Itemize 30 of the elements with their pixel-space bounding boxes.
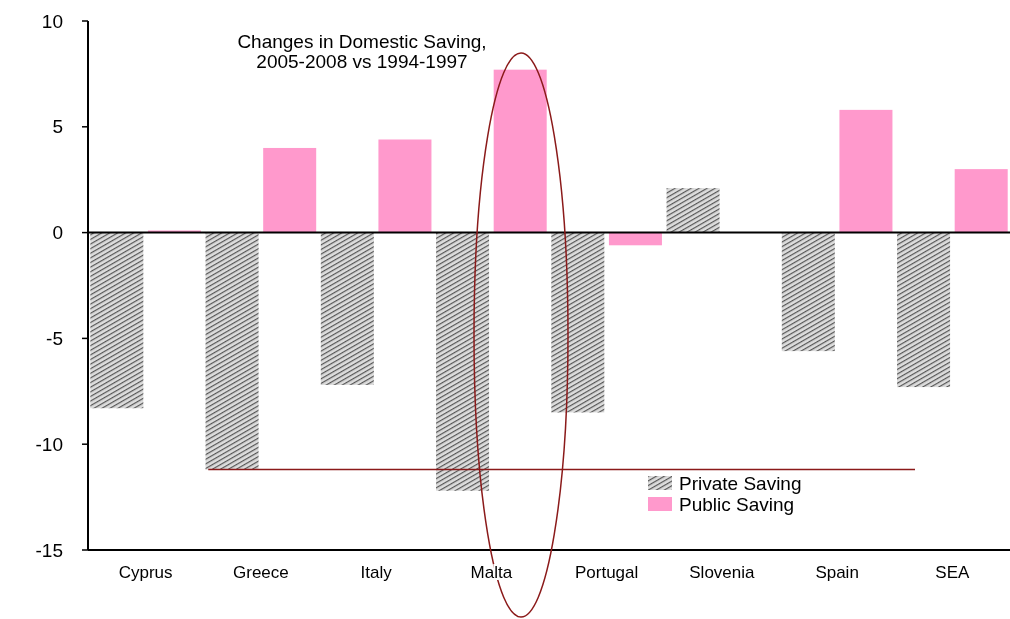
bar: [90, 232, 144, 409]
bar: [147, 230, 201, 233]
x-tick-label: SEA: [935, 563, 971, 582]
y-tick-label: -10: [35, 433, 63, 455]
bar: [954, 169, 1008, 233]
x-tick-label: Slovenia: [689, 563, 756, 582]
y-tick-label: -5: [46, 328, 63, 350]
bar: [839, 109, 893, 233]
bar: [781, 232, 835, 352]
y-tick-label: 0: [52, 222, 63, 244]
legend-label: Public Saving: [679, 493, 795, 515]
bar: [493, 69, 547, 233]
bar: [205, 232, 259, 470]
y-tick-label: 10: [41, 10, 63, 32]
y-tick-label: -15: [35, 539, 63, 561]
bar: [897, 232, 951, 388]
x-tick-label: Greece: [233, 563, 289, 582]
bar: [263, 147, 317, 233]
y-tick-label: 5: [52, 116, 63, 138]
bar: [378, 139, 432, 233]
x-tick-label: Cyprus: [118, 563, 173, 582]
x-tick-label: Spain: [815, 563, 859, 582]
legend-label: Private Saving: [679, 472, 802, 494]
text: Changes in Domestic Saving, 2005-2008 vs 1994-1997: [237, 31, 487, 72]
x-tick-label: Italy: [360, 563, 393, 582]
bar: [551, 232, 605, 413]
bar: [666, 188, 720, 233]
bar: [436, 232, 490, 491]
bar: [320, 232, 374, 385]
x-tick-label: Portugal: [574, 563, 639, 582]
